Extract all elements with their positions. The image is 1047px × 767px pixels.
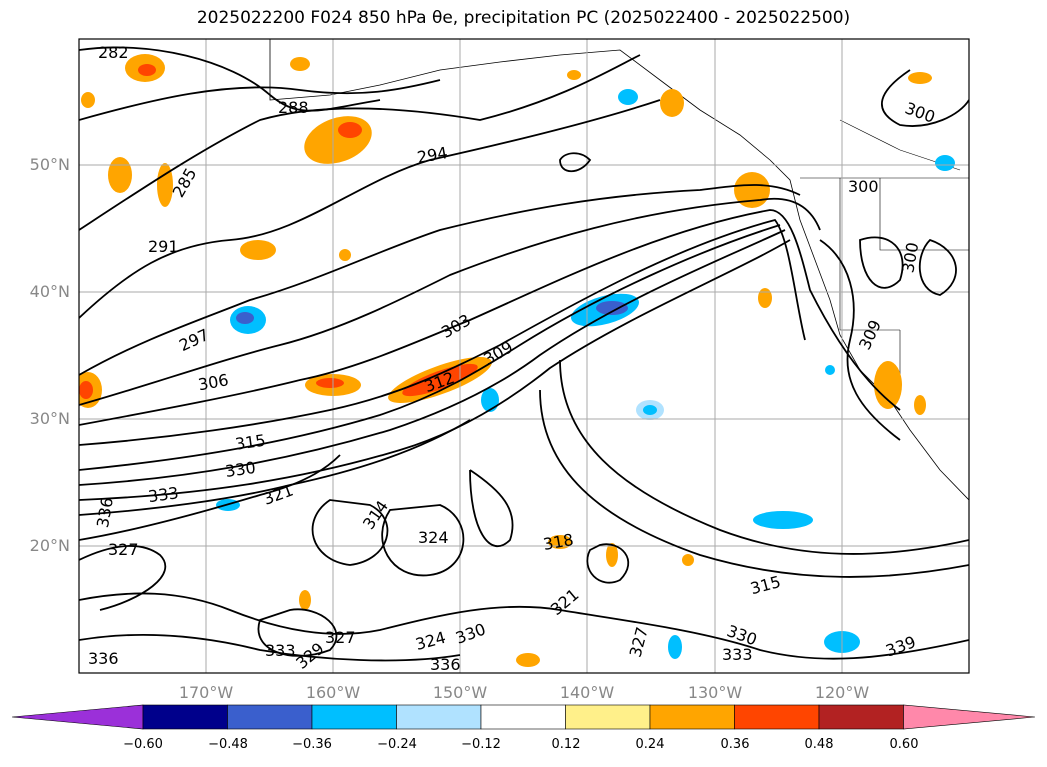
colorbar-tick-label: −0.24 [377, 737, 417, 752]
contour-label: 333 [147, 483, 180, 506]
contour-label: 330 [453, 619, 488, 647]
colorbar-extend-high [903, 704, 1036, 730]
theta-e-contours [79, 46, 969, 662]
contour-label: 329 [292, 639, 328, 673]
contour-label: 282 [98, 43, 129, 62]
colorbar-segment [818, 704, 904, 730]
lat-label: 50°N [29, 155, 70, 174]
gridlines [79, 39, 969, 673]
contour-label: 330 [224, 458, 257, 481]
lon-label: 130°W [687, 683, 743, 702]
contour-label: 336 [88, 649, 119, 668]
contour-label: 300 [848, 177, 879, 196]
lon-label: 170°W [178, 683, 234, 702]
contour-label: 321 [547, 585, 583, 619]
contour-label: 324 [413, 628, 447, 654]
colorbar-segment [734, 704, 820, 730]
colorbar-segment [396, 704, 482, 730]
contour-label: 294 [416, 143, 449, 167]
contour-label: 324 [418, 528, 449, 547]
contour-label: 291 [148, 237, 179, 256]
colorbar-tick-label: −0.60 [123, 737, 163, 752]
colorbar-extend-low [11, 704, 144, 730]
contour-label: 333 [722, 645, 753, 664]
contour-label: 327 [108, 540, 139, 559]
contour-label: 288 [278, 98, 309, 117]
lon-label: 120°W [814, 683, 870, 702]
lat-label: 20°N [29, 536, 70, 555]
contour-label: 306 [197, 370, 230, 394]
colorbar-segment [142, 704, 228, 730]
colorbar-tick-label: −0.12 [461, 737, 501, 752]
colorbar-tick-label: −0.48 [208, 737, 248, 752]
contour-label: 327 [325, 628, 356, 647]
lon-label: 160°W [305, 683, 361, 702]
colorbar-segment [311, 704, 397, 730]
contour-label: 318 [542, 530, 575, 554]
contour-label: 297 [176, 325, 212, 355]
map-title: 2025022200 F024 850 hPa θe, precipitatio… [196, 8, 851, 28]
colorbar-tick-label: 0.12 [551, 737, 581, 752]
colorbar [11, 704, 1036, 730]
coastline [269, 39, 969, 501]
colorbar-tick-label: 0.48 [804, 737, 834, 752]
lon-label: 150°W [432, 683, 488, 702]
colorbar-segment [480, 704, 566, 730]
colorbar-segment [649, 704, 735, 730]
contour-label: 336 [430, 655, 461, 674]
contour-label: 339 [883, 632, 918, 660]
map-frame [78, 38, 970, 674]
contour-label: 321 [261, 480, 296, 508]
lat-label: 40°N [29, 282, 70, 301]
colorbar-tick-label: 0.60 [889, 737, 919, 752]
contour-label: 333 [265, 641, 296, 660]
contour-label: 315 [748, 572, 782, 598]
colorbar-tick-label: 0.24 [635, 737, 665, 752]
colorbar-tick-label: −0.36 [292, 737, 332, 752]
contour-label: 327 [626, 625, 652, 659]
colorbar-segment [227, 704, 313, 730]
contour-label: 303 [438, 310, 474, 342]
colorbar-segment [565, 704, 651, 730]
lat-label: 30°N [29, 409, 70, 428]
precip-shading [79, 54, 955, 667]
colorbar-tick-label: 0.36 [720, 737, 750, 752]
contour-label: 336 [93, 496, 117, 529]
contour-label: 315 [234, 431, 267, 454]
lon-label: 140°W [559, 683, 615, 702]
